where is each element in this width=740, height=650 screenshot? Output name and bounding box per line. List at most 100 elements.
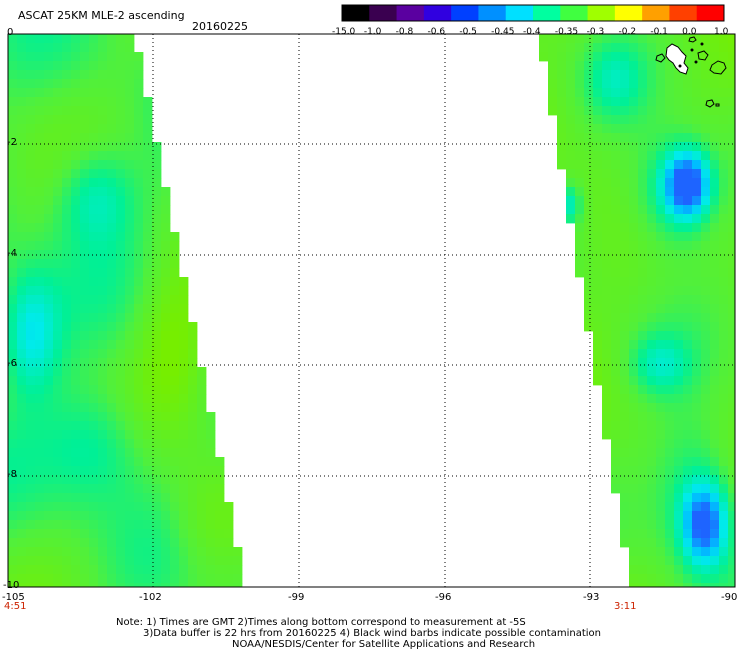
swath-cell — [656, 187, 666, 197]
swath-cell — [80, 412, 90, 422]
swath-cell — [80, 421, 90, 431]
swath-cell — [197, 421, 207, 431]
swath-cell — [98, 268, 108, 278]
swath-cell — [665, 412, 675, 422]
swath-cell — [656, 43, 666, 53]
swath-cell — [170, 529, 180, 539]
swath-cell — [125, 133, 135, 143]
swath-cell — [35, 466, 45, 476]
swath-cell — [26, 241, 36, 251]
swath-cell — [179, 466, 189, 476]
swath-cell — [143, 574, 153, 584]
swath-cell — [593, 376, 603, 386]
swath-cell — [170, 430, 180, 440]
swath-cell — [656, 367, 666, 377]
swath-cell — [656, 286, 666, 296]
swath-cell — [728, 547, 736, 557]
swath-cell — [692, 556, 702, 566]
swath-cell — [701, 295, 711, 305]
swath-cell — [53, 286, 63, 296]
swath-cell — [134, 70, 144, 80]
swath-cell — [593, 124, 603, 134]
swath-cell — [152, 151, 162, 161]
swath-cell — [728, 511, 736, 521]
swath-cell — [143, 421, 153, 431]
swath-cell — [197, 412, 207, 422]
swath-cell — [152, 439, 162, 449]
swath-cell — [179, 322, 189, 332]
swath-cell — [656, 259, 666, 269]
swath-cell — [683, 574, 693, 584]
swath-cell — [719, 151, 729, 161]
swath-cell — [656, 484, 666, 494]
swath-cell — [89, 160, 99, 170]
swath-cell — [170, 322, 180, 332]
swath-cell — [53, 259, 63, 269]
swath-cell — [701, 565, 711, 575]
swath-cell — [665, 322, 675, 332]
swath-cell — [17, 223, 27, 233]
swath-cell — [692, 79, 702, 89]
swath-cell — [53, 304, 63, 314]
swath-cell — [692, 583, 702, 588]
swath-cell — [566, 70, 576, 80]
swath-cell — [647, 34, 657, 44]
swath-cell — [584, 169, 594, 179]
swath-cell — [35, 547, 45, 557]
swath-cell — [107, 412, 117, 422]
swath-cell — [143, 187, 153, 197]
swath-cell — [701, 232, 711, 242]
lat-label-10: -10 — [3, 580, 20, 591]
swath-cell — [701, 538, 711, 548]
swath-cell — [611, 295, 621, 305]
swath-cell — [116, 565, 126, 575]
swath-cell — [674, 250, 684, 260]
swath-cell — [26, 232, 36, 242]
swath-cell — [728, 358, 736, 368]
swath-cell — [611, 430, 621, 440]
swath-cell — [692, 484, 702, 494]
swath-cell — [62, 511, 72, 521]
swath-cell — [152, 358, 162, 368]
swath-cell — [98, 277, 108, 287]
swath-cell — [647, 394, 657, 404]
swath-cell — [683, 133, 693, 143]
swath-cell — [197, 394, 207, 404]
swath-cell — [638, 439, 648, 449]
swath-cell — [629, 160, 639, 170]
swath-cell — [584, 223, 594, 233]
swath-cell — [611, 304, 621, 314]
swath-cell — [26, 565, 36, 575]
swath-cell — [8, 259, 18, 269]
swath-cell — [719, 268, 729, 278]
swath-cell — [8, 484, 18, 494]
swath-cell — [656, 277, 666, 287]
swath-cell — [26, 358, 36, 368]
swath-cell — [116, 457, 126, 467]
swath-cell — [8, 448, 18, 458]
swath-cell — [89, 79, 99, 89]
swath-cell — [98, 358, 108, 368]
swath-cell — [665, 277, 675, 287]
swath-cell — [107, 160, 117, 170]
swath-cell — [548, 88, 558, 98]
swath-cell — [170, 457, 180, 467]
swath-cell — [602, 322, 612, 332]
swath-cell — [116, 43, 126, 53]
swath-cell — [629, 511, 639, 521]
swath-cell — [692, 385, 702, 395]
swath-cell — [71, 484, 81, 494]
swath-cell — [593, 205, 603, 215]
swath-cell — [35, 88, 45, 98]
swath-cell — [80, 493, 90, 503]
swath-cell — [620, 412, 630, 422]
swath-cell — [8, 340, 18, 350]
swath-cell — [71, 250, 81, 260]
swath-cell — [134, 340, 144, 350]
swath-cell — [8, 556, 18, 566]
swath-cell — [611, 385, 621, 395]
swath-cell — [719, 160, 729, 170]
swath-cell — [215, 466, 225, 476]
swath-cell — [116, 115, 126, 125]
swath-cell — [683, 250, 693, 260]
